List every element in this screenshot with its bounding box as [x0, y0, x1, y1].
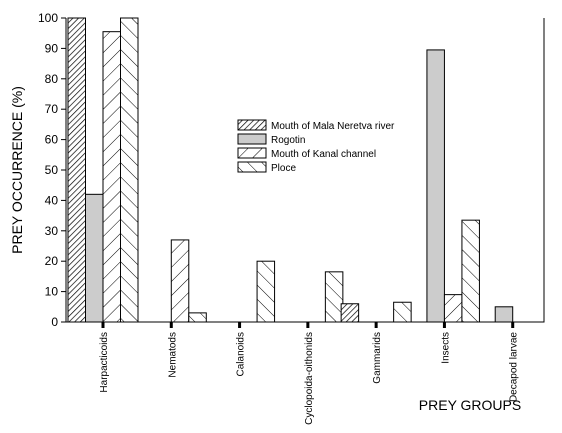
- y-tick-label: 10: [45, 285, 59, 299]
- legend-label: Ploce: [271, 163, 296, 174]
- bar-5-3: [461, 219, 480, 323]
- y-tick-label: 40: [45, 193, 59, 207]
- y-tick-label: 90: [45, 41, 59, 55]
- bar-1-3: [188, 312, 207, 323]
- bar-5-2: [443, 294, 463, 323]
- legend-swatch: [237, 161, 267, 173]
- x-tick-label: Calanoids: [236, 332, 247, 376]
- x-tick-label: Decapod larvae: [509, 332, 520, 402]
- x-axis-title: PREY GROUPS: [419, 397, 521, 413]
- y-tick-label: 0: [51, 315, 58, 329]
- y-tick-label: 100: [38, 11, 58, 25]
- y-tick-label: 60: [45, 133, 59, 147]
- bar-0-1: [85, 193, 104, 323]
- bar-0-2: [102, 31, 121, 323]
- x-tick-label: Gammarids: [372, 332, 383, 384]
- bar-2-3: [256, 260, 276, 323]
- legend-label: Mouth of Kanal channel: [271, 149, 376, 160]
- bar-4-3: [393, 301, 412, 323]
- legend-label: Mouth of Mala Neretva river: [271, 121, 395, 132]
- x-tick-label: Harpacticoids: [99, 332, 110, 393]
- legend-label: Rogotin: [271, 135, 305, 146]
- legend-swatch: [237, 133, 267, 145]
- x-tick-label: Cyclopoida-oithonids: [304, 332, 315, 425]
- x-tick-label: Insects: [440, 332, 451, 364]
- y-tick-label: 30: [45, 224, 59, 238]
- bars-layer: [67, 17, 514, 323]
- bar-4-0: [340, 303, 360, 323]
- legend: Mouth of Mala Neretva river Rogotin Mouth …: [237, 119, 395, 174]
- bar-0-3: [120, 17, 139, 323]
- y-tick-label: 50: [45, 163, 59, 177]
- bar-3-3: [324, 271, 344, 323]
- axes-layer: Harpacticoids Nematods Calanoids Cyclopoida…: [38, 11, 545, 425]
- bar-0-0: [67, 17, 86, 323]
- legend-swatch: [237, 119, 267, 131]
- y-tick-label: 80: [45, 72, 59, 86]
- bar-6-1: [494, 306, 514, 323]
- x-tick-label: Nematods: [167, 332, 178, 378]
- y-tick-label: 70: [45, 102, 59, 116]
- axis-frame: [65, 18, 545, 323]
- y-tick-label: 20: [45, 254, 59, 268]
- bar-1-2: [170, 239, 190, 323]
- y-axis-title: PREY OCCURRENCE (%): [9, 86, 25, 254]
- legend-swatch: [237, 147, 267, 159]
- bar-5-1: [426, 49, 445, 323]
